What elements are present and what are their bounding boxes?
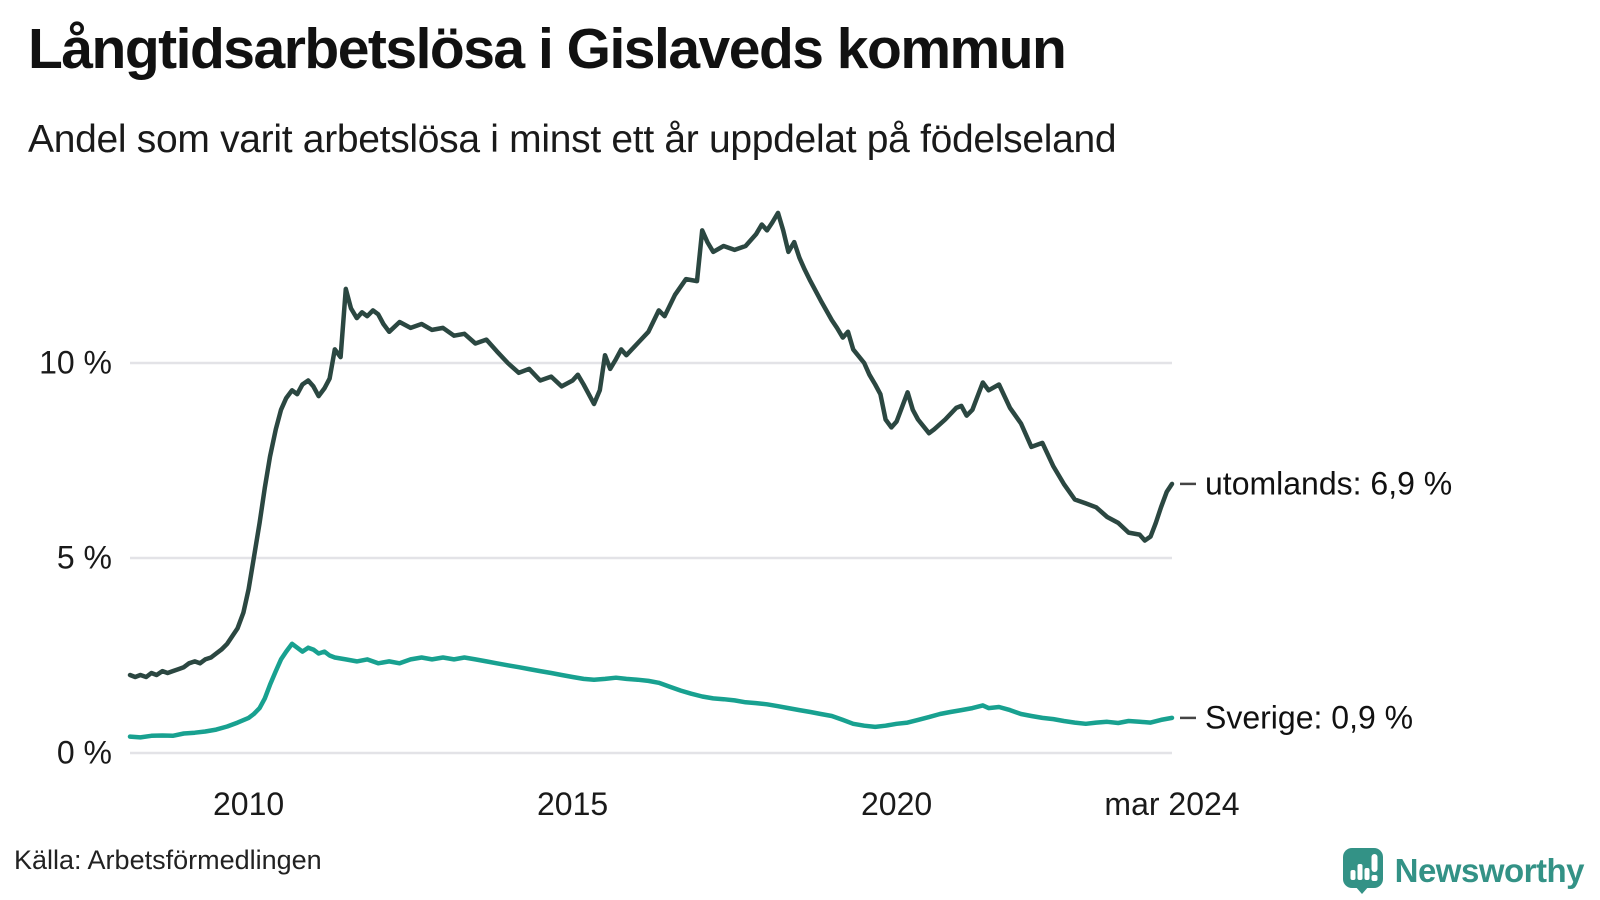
- speech-bubble-bar-chart-icon: [1342, 848, 1383, 894]
- y-axis-tick-label: 0 %: [56, 734, 112, 771]
- x-axis-tick-label: 2010: [212, 786, 285, 822]
- series-line-utomlands: [127, 210, 1175, 680]
- series-end-label-Sverige: Sverige: 0,9 %: [1205, 699, 1414, 736]
- newsworthy-wordmark: Newsworthy: [1394, 852, 1585, 889]
- newsworthy-logo: Newsworthy: [1342, 848, 1585, 894]
- source-note: Källa: Arbetsförmedlingen: [14, 845, 322, 875]
- x-axis-tick-label: 2015: [536, 786, 609, 822]
- chart-title: Långtidsarbetslösa i Gislaveds kommun: [28, 17, 1067, 81]
- x-axis-tick-label: mar 2024: [1104, 786, 1240, 822]
- y-axis-tick-label: 5 %: [56, 539, 112, 576]
- y-axis-tick-label: 10 %: [39, 344, 112, 381]
- series-end-label-utomlands: utomlands: 6,9 %: [1205, 465, 1453, 502]
- series-line-Sverige: [127, 641, 1175, 740]
- chart-subtitle: Andel som varit arbetslösa i minst ett å…: [28, 118, 1117, 161]
- x-axis-tick-label: 2020: [861, 786, 933, 822]
